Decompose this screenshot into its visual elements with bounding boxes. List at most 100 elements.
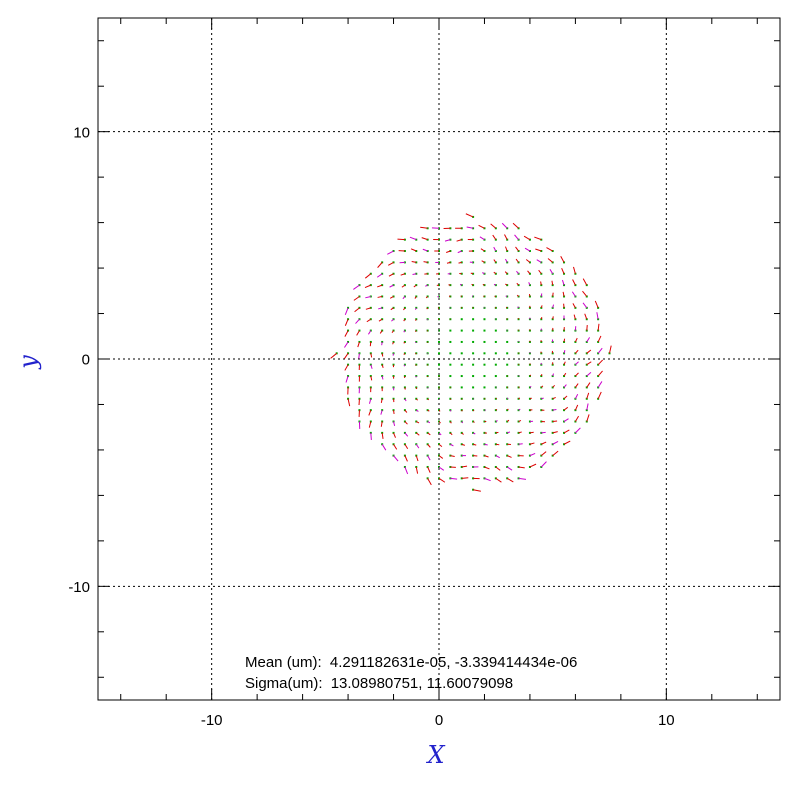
field-vector [552,409,557,411]
field-vector [381,375,384,380]
field-vector [518,375,520,377]
field-vector [438,421,441,424]
field-vector [552,292,554,297]
field-point [472,375,475,378]
field-vector [425,296,428,299]
field-vector [586,349,592,354]
field-vector [597,359,604,366]
field-vector [381,443,387,451]
field-vector [353,296,360,301]
field-vector [380,410,383,415]
plot-frame [97,17,781,701]
field-point [460,340,463,343]
x-axis-title: X [425,741,445,769]
field-vector [597,323,600,331]
field-vector [415,455,419,462]
field-vector [505,246,508,252]
field-point [460,329,463,332]
field-vector [403,364,406,367]
field-vector [411,260,417,263]
field-vector [484,466,490,470]
field-vector [597,347,603,354]
field-vector [415,432,420,436]
field-vector [401,284,406,288]
field-vector [552,450,559,457]
field-vector [516,294,519,297]
field-vector [586,361,592,366]
field-vector [518,397,521,400]
field-vector [527,270,531,275]
field-vector [344,319,349,326]
field-vector [366,318,372,323]
axis-ticks [98,18,780,700]
field-vector [506,318,508,320]
field-vector [457,250,462,254]
field-vector [344,341,349,348]
field-point [438,352,440,355]
sigma-label-values: 13.08980751, 11.60079098 [331,675,513,692]
field-vector [561,279,565,286]
y-tick-labels: 10 0 -10 [68,125,90,597]
field-vector [540,385,544,388]
field-vector [444,239,451,242]
field-vector [518,386,520,388]
field-vector [343,353,349,359]
field-vector [404,455,408,462]
field-vector [482,272,485,275]
field-vector [582,302,588,309]
field-point [460,318,463,321]
field-vector [505,295,508,297]
field-vector [427,398,430,401]
field-vector [420,226,428,229]
field-vector [518,431,522,434]
field-vector [392,341,394,345]
field-vector [572,279,576,286]
field-vector [597,370,603,377]
field-vector [515,258,519,263]
field-vector [540,451,547,457]
field-vector [506,419,510,422]
field-point [483,363,486,366]
field-vector [380,421,383,427]
field-point [483,375,486,378]
field-vector [563,429,570,434]
field-point [494,340,497,343]
mean-label: Mean (um): 4.291182631e-05, -3.339414434… [245,654,577,671]
field-point [449,340,452,343]
field-vector [364,284,371,289]
field-vector [507,431,511,434]
field-vector [481,260,485,263]
field-point [483,329,486,332]
field-vector [518,363,520,366]
field-vector [403,353,406,355]
field-point [472,363,475,366]
vector-field [330,213,612,492]
field-vector [529,385,532,388]
field-point [483,386,486,389]
field-point [494,329,497,332]
field-vector [505,283,508,286]
field-vector [480,248,485,252]
field-vector [560,256,565,263]
field-vector [501,222,508,229]
field-vector [438,477,446,483]
field-vector [427,455,431,461]
field-vector [563,372,567,377]
field-vector [540,461,547,468]
field-vector [523,235,531,241]
field-vector [370,375,373,381]
field-vector [529,452,536,457]
field-vector [540,305,543,309]
field-vector [393,443,398,450]
field-vector [596,312,599,320]
field-point [449,363,452,366]
field-vector [367,330,372,335]
field-vector [574,415,580,422]
field-vector [387,261,394,266]
x-tick-label: -10 [201,712,223,729]
y-tick-label: 10 [73,125,90,142]
field-vector [495,443,500,446]
field-vector [426,330,428,332]
field-vector [427,432,431,436]
field-vector [506,408,509,411]
